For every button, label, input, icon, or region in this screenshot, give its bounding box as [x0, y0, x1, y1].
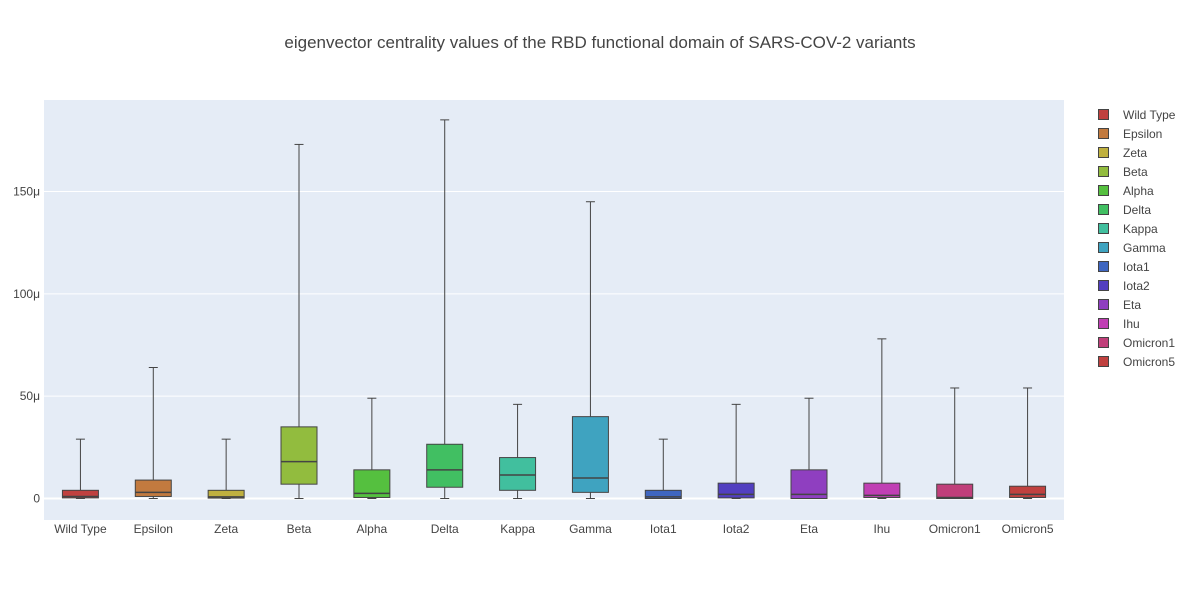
legend-item[interactable]: Kappa — [1098, 219, 1175, 238]
legend-item[interactable]: Ihu — [1098, 314, 1175, 333]
x-tick-label: Alpha — [357, 522, 388, 536]
box-body — [426, 443, 464, 488]
legend-label: Kappa — [1123, 221, 1158, 236]
legend-swatch — [1098, 261, 1109, 272]
y-axis-ticks: 0 50μ 100μ 150μ — [13, 185, 40, 506]
legend-label: Omicron1 — [1123, 335, 1176, 350]
legend-swatch — [1098, 242, 1109, 253]
box-iota1 — [644, 438, 682, 499]
plot-background — [44, 100, 1064, 520]
legend-swatch — [1098, 166, 1109, 177]
x-tick-label: Ihu — [874, 522, 891, 536]
box-body — [644, 489, 682, 499]
legend-item[interactable]: Alpha — [1098, 181, 1175, 200]
y-tick-label: 100μ — [13, 287, 40, 301]
legend-swatch — [1098, 204, 1109, 215]
legend-swatch — [1098, 337, 1109, 348]
chart-title: eigenvector centrality values of the RBD… — [284, 33, 916, 52]
x-tick-label: Omicron5 — [1002, 522, 1054, 536]
legend-swatch — [1098, 109, 1109, 120]
box-body — [134, 479, 172, 497]
box-body — [499, 457, 537, 491]
legend-item[interactable]: Beta — [1098, 162, 1175, 181]
x-tick-label: Zeta — [214, 522, 238, 536]
box-beta — [280, 143, 318, 499]
x-tick-label: Kappa — [500, 522, 535, 536]
legend-label: Delta — [1123, 202, 1152, 217]
legend-label: Ihu — [1123, 316, 1140, 331]
legend-swatch — [1098, 185, 1109, 196]
x-tick-label: Iota1 — [650, 522, 677, 536]
legend-item[interactable]: Delta — [1098, 200, 1175, 219]
legend-item[interactable]: Omicron5 — [1098, 352, 1175, 371]
box-iota2 — [717, 403, 755, 499]
x-tick-label: Wild Type — [54, 522, 107, 536]
legend-item[interactable]: Eta — [1098, 295, 1175, 314]
legend-swatch — [1098, 318, 1109, 329]
box-kappa — [499, 403, 537, 499]
box-body — [571, 416, 609, 493]
box-body — [1009, 485, 1047, 498]
box-body — [717, 482, 755, 499]
legend-item[interactable]: Epsilon — [1098, 124, 1175, 143]
legend-label: Beta — [1123, 164, 1148, 179]
legend-label: Iota2 — [1123, 278, 1150, 293]
legend-label: Zeta — [1123, 145, 1148, 160]
legend-swatch — [1098, 280, 1109, 291]
x-tick-label: Epsilon — [134, 522, 173, 536]
box-ihu — [863, 338, 901, 499]
box-body — [936, 483, 974, 500]
box-body — [207, 489, 245, 499]
box-alpha — [353, 397, 391, 499]
y-tick-label: 50μ — [20, 389, 40, 403]
legend-label: Wild Type — [1123, 107, 1176, 122]
box-omicron5 — [1009, 387, 1047, 499]
legend-label: Eta — [1123, 297, 1142, 312]
box-omicron1 — [936, 387, 974, 500]
y-tick-label: 0 — [33, 492, 40, 506]
legend-swatch — [1098, 147, 1109, 158]
legend-swatch — [1098, 356, 1109, 367]
y-tick-label: 150μ — [13, 185, 40, 199]
box-body — [280, 426, 318, 485]
legend-swatch — [1098, 223, 1109, 234]
x-tick-label: Omicron1 — [929, 522, 981, 536]
legend-label: Omicron5 — [1123, 354, 1176, 369]
box-body — [61, 489, 99, 499]
x-axis-ticks: Wild Type Epsilon Zeta Beta Alpha Delta Kappa G… — [54, 522, 1054, 536]
legend-item[interactable]: Iota2 — [1098, 276, 1175, 295]
legend-swatch — [1098, 128, 1109, 139]
legend-label: Gamma — [1123, 240, 1166, 255]
legend-label: Alpha — [1123, 183, 1154, 198]
x-tick-label: Eta — [800, 522, 818, 536]
box-body — [863, 482, 901, 498]
x-tick-label: Beta — [287, 522, 312, 536]
x-tick-label: Iota2 — [723, 522, 750, 536]
legend-item[interactable]: Iota1 — [1098, 257, 1175, 276]
box-zeta — [207, 438, 245, 499]
box-series — [61, 119, 1047, 500]
legend: Wild Type Epsilon Zeta Beta Alpha Delta Kappa G… — [1098, 105, 1175, 371]
x-tick-label: Gamma — [569, 522, 612, 536]
legend-label: Epsilon — [1123, 126, 1163, 141]
x-tick-label: Delta — [431, 522, 459, 536]
legend-item[interactable]: Gamma — [1098, 238, 1175, 257]
legend-item[interactable]: Omicron1 — [1098, 333, 1175, 352]
box-epsilon — [134, 367, 172, 499]
box-wild-type — [61, 438, 99, 499]
legend-swatch — [1098, 299, 1109, 310]
legend-item[interactable]: Wild Type — [1098, 105, 1175, 124]
legend-label: Iota1 — [1123, 259, 1150, 274]
box-eta — [790, 397, 828, 500]
box-delta — [426, 119, 464, 499]
box-gamma — [571, 201, 609, 499]
legend-item[interactable]: Zeta — [1098, 143, 1175, 162]
